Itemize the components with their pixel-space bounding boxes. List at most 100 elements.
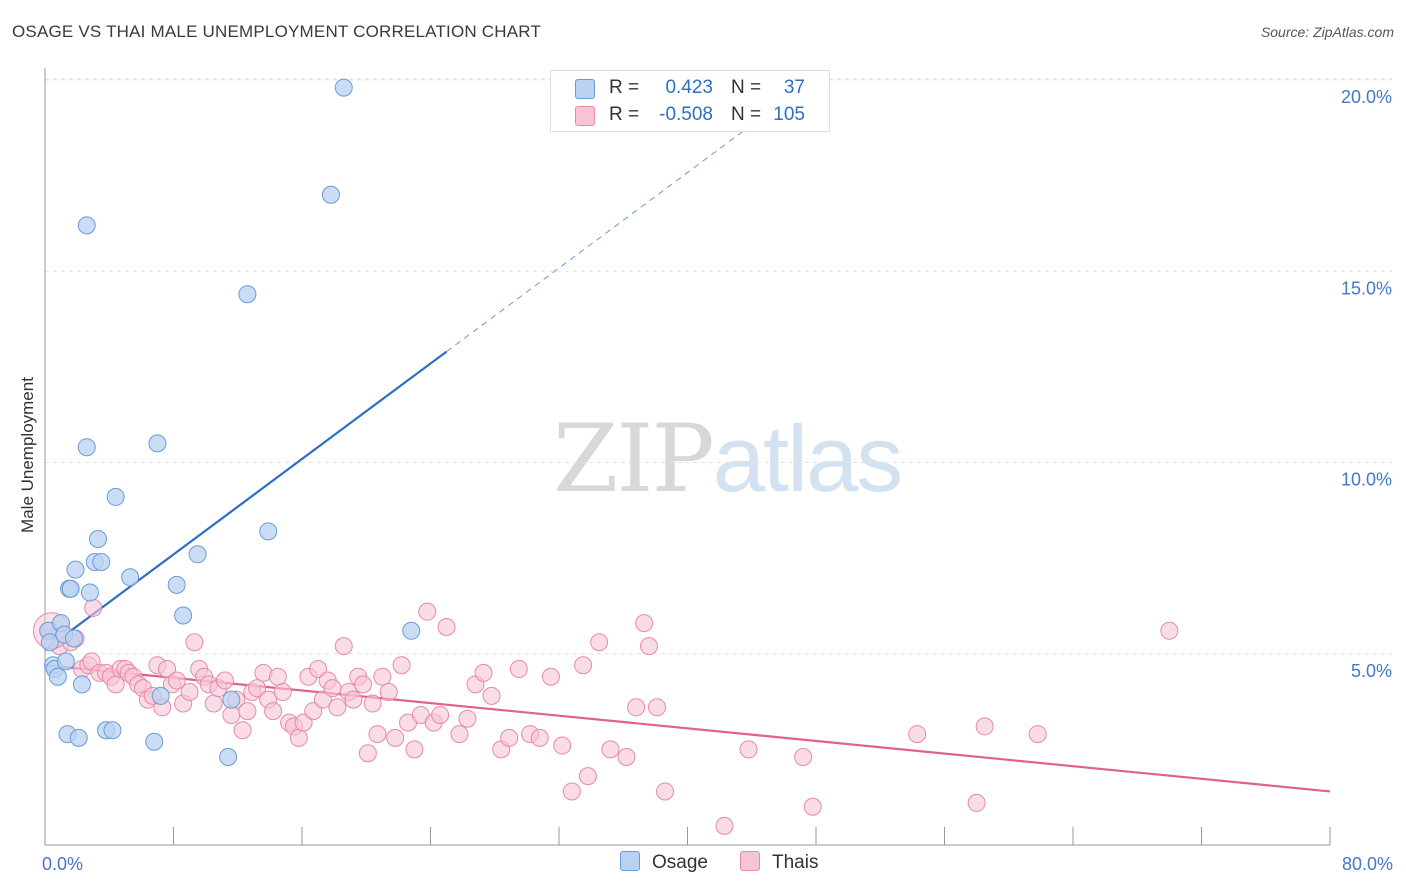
thais-point: [215, 671, 234, 690]
thais-point: [450, 725, 469, 744]
chart-source: Source: ZipAtlas.com: [1260, 24, 1394, 40]
osage-swatch: [575, 79, 595, 99]
r-label: R =: [609, 104, 640, 125]
thais-point: [379, 683, 398, 701]
thais-point: [656, 782, 675, 801]
y-tick-label: 20.0%: [1341, 87, 1392, 107]
osage-point: [92, 552, 111, 571]
thais-point: [1028, 725, 1047, 744]
osage-point: [61, 579, 80, 598]
thais-point: [578, 767, 597, 786]
thais-point: [967, 793, 986, 812]
legend-label: Thais: [772, 852, 819, 873]
thais-swatch: [740, 851, 760, 871]
osage-point: [69, 728, 88, 747]
legend-item-thais[interactable]: Thais: [740, 851, 818, 874]
thais-point: [562, 782, 581, 801]
thais-point: [530, 728, 549, 747]
n-value: 105: [773, 104, 805, 125]
thais-point: [482, 686, 501, 705]
thais-point: [185, 633, 204, 652]
thais-point: [358, 744, 377, 763]
thais-point: [803, 797, 822, 816]
thais-swatch: [575, 106, 595, 126]
thais-point: [309, 660, 328, 679]
x-tick-label: 80.0%: [1342, 854, 1393, 874]
thais-point: [167, 671, 186, 690]
x-tick-label: 0.0%: [42, 854, 83, 874]
osage-point: [321, 185, 340, 204]
legend-row-osage: R = 0.423 N = 37: [551, 75, 829, 101]
osage-point: [238, 285, 257, 304]
thais-point: [373, 667, 392, 686]
thais-point: [233, 721, 252, 740]
y-tick-label: 10.0%: [1341, 470, 1392, 490]
thais-point: [273, 683, 292, 701]
osage-trend-line: [44, 350, 448, 651]
osage-point: [174, 606, 193, 625]
thais-point: [715, 816, 734, 835]
thais-point: [248, 679, 267, 698]
thais-point: [363, 694, 382, 713]
osage-point: [334, 78, 353, 97]
r-value: -0.508: [659, 104, 713, 125]
grid-layer: [45, 78, 1392, 655]
thais-point: [574, 656, 593, 675]
thais-point: [392, 656, 411, 675]
osage-point: [56, 652, 75, 671]
osage-point: [145, 732, 164, 751]
osage-point: [64, 629, 83, 648]
osage-point: [40, 633, 59, 652]
r-value: 0.423: [665, 77, 713, 98]
osage-point: [222, 690, 241, 709]
legend-row-thais: R = -0.508 N = 105: [551, 102, 829, 128]
osage-swatch: [620, 851, 640, 871]
thais-point: [635, 614, 654, 633]
thais-point: [474, 663, 493, 682]
n-label: N =: [731, 77, 762, 98]
osage-points: [39, 78, 421, 767]
thais-point: [222, 705, 241, 724]
thais-points: [32, 598, 1179, 835]
chart-title: OSAGE VS THAI MALE UNEMPLOYMENT CORRELAT…: [12, 22, 542, 41]
thais-point: [509, 660, 528, 679]
osage-point: [219, 748, 238, 767]
thais-point: [204, 694, 223, 713]
thais-point: [500, 728, 519, 747]
osage-point: [66, 560, 85, 579]
thais-point: [334, 637, 353, 656]
osage-point: [80, 583, 99, 602]
thais-point: [268, 667, 287, 686]
thais-point: [647, 698, 666, 717]
osage-point: [77, 438, 96, 457]
axis-layer: [44, 68, 1331, 846]
osage-point: [77, 216, 96, 235]
trend-layer: [44, 76, 1331, 793]
n-label: N =: [731, 104, 762, 125]
thais-point: [84, 598, 103, 617]
osage-point: [48, 667, 67, 686]
correlation-legend: R = 0.423 N = 37 R = -0.508 N = 105: [550, 70, 830, 132]
thais-point: [386, 728, 405, 747]
thais-point: [289, 728, 308, 747]
thais-point: [368, 725, 387, 744]
thais-point: [437, 617, 456, 636]
n-value: 37: [783, 77, 805, 98]
y-tick-label: 15.0%: [1341, 278, 1392, 298]
legend-item-osage[interactable]: Osage: [620, 851, 708, 874]
osage-point: [151, 686, 170, 705]
osage-point: [106, 487, 125, 506]
thais-point: [323, 679, 342, 698]
y-tick-label: 5.0%: [1351, 661, 1392, 681]
tick-label-layer: 5.0% 10.0% 15.0% 20.0% 0.0% 80.0%: [42, 87, 1393, 874]
thais-point: [304, 702, 323, 721]
thais-point: [553, 736, 572, 755]
thais-point: [601, 740, 620, 759]
thais-point: [794, 748, 813, 767]
thais-point: [328, 698, 347, 717]
thais-point: [264, 702, 283, 721]
thais-point: [405, 740, 424, 759]
osage-point: [72, 675, 91, 694]
thais-point: [908, 725, 927, 744]
